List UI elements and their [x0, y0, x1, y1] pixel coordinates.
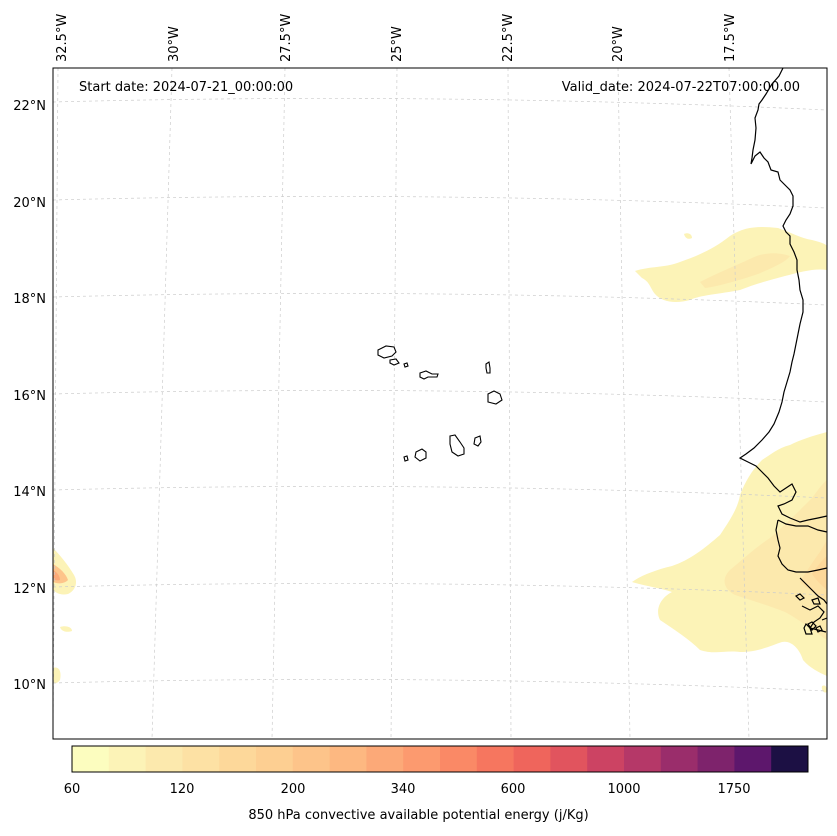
lat-label-10n: 10°N: [13, 678, 46, 693]
colorbar-segment: [108, 746, 147, 772]
graticule-lat-20: [52, 196, 828, 209]
colorbar-segment: [72, 746, 110, 772]
colorbar-segment: [440, 746, 478, 772]
graticule-lat-22: [52, 98, 828, 111]
lon-label-22-5w: 22.5°W: [501, 14, 516, 62]
map-frame: [52, 67, 828, 740]
colorbar-tick-200: 200: [281, 782, 306, 797]
colorbar: [71, 745, 809, 773]
colorbar-segment: [513, 746, 551, 772]
colorbar-segment: [734, 746, 772, 772]
island-santa-luzia: [403, 362, 409, 368]
colorbar-tick-1750: 1750: [717, 782, 750, 797]
colorbar-segment: [476, 746, 515, 772]
lon-label-17-5w: 17.5°W: [723, 14, 738, 62]
colorbar-segment: [550, 746, 588, 772]
colorbar-segment: [771, 746, 809, 772]
latitude-labels: 22°N 20°N 18°N 16°N 14°N 12°N 10°N: [13, 99, 46, 693]
cape-contour-west-bottom: [53, 667, 61, 684]
island-sal: [485, 361, 491, 374]
colorbar-tick-1000: 1000: [607, 782, 640, 797]
colorbar-segment: [587, 746, 625, 772]
coastline: [738, 67, 828, 635]
colorbar-segment: [182, 746, 220, 772]
colorbar-segment: [366, 746, 404, 772]
cape-contour-north-inner: [700, 253, 790, 288]
graticule-lon-17-5: [728, 67, 750, 740]
colorbar-segment: [697, 746, 735, 772]
coastline-gambia-guinea: [775, 519, 828, 635]
cape-field: [53, 226, 827, 693]
colorbar-segment: [660, 746, 699, 772]
colorbar-caption: 850 hPa convective available potential e…: [248, 808, 589, 823]
colorbar-segment: [624, 746, 662, 772]
start-date-label: Start date: 2024-07-21_00:00:00: [79, 80, 293, 95]
graticule-lon-20: [617, 67, 631, 740]
graticule-lat-16: [52, 390, 828, 403]
island-sao-vicente: [389, 358, 400, 366]
lon-label-32-5w: 32.5°W: [55, 14, 70, 62]
island-brava: [403, 455, 409, 462]
island-boa-vista: [487, 390, 503, 405]
cape-contour-south-blob: [716, 628, 730, 638]
graticule-lon-27-5: [271, 67, 286, 740]
colorbar-tick-60: 60: [64, 782, 81, 797]
graticule: [52, 67, 828, 740]
lon-label-20w: 20°W: [611, 26, 626, 62]
lon-label-30w: 30°W: [167, 26, 182, 62]
colorbar-border: [71, 745, 809, 773]
graticule-lon-22-5: [507, 67, 512, 740]
colorbar-tick-340: 340: [391, 782, 416, 797]
graticule-lat-12: [52, 583, 828, 596]
cape-verde-islands: [377, 345, 503, 462]
cape-contour-west-small: [60, 626, 72, 632]
coastline-africa-west: [738, 67, 828, 523]
colorbar-segment: [145, 746, 183, 772]
lat-label-18n: 18°N: [13, 292, 46, 307]
longitude-labels: 32.5°W 30°W 27.5°W 25°W 22.5°W 20°W 17.5…: [55, 14, 738, 62]
colorbar-segment: [403, 746, 441, 772]
colorbar-segment: [329, 746, 367, 772]
cape-contour-south-inner: [724, 480, 827, 640]
graticule-lat-10: [52, 679, 828, 692]
lat-label-22n: 22°N: [13, 99, 46, 114]
cape-contour-west-inner2: [53, 570, 60, 581]
graticule-lat-18: [52, 293, 828, 306]
colorbar-segment: [219, 746, 257, 772]
island-santo-antao: [377, 345, 397, 359]
lat-label-12n: 12°N: [13, 582, 46, 597]
lat-label-16n: 16°N: [13, 389, 46, 404]
colorbar-tick-600: 600: [501, 782, 526, 797]
colorbar-tick-120: 120: [170, 782, 195, 797]
graticule-lon-25: [390, 67, 398, 740]
colorbar-segment: [256, 746, 294, 772]
graticule-lon-30: [151, 67, 173, 740]
cape-contour-north-small: [684, 233, 692, 239]
coastline-bijagos: [794, 593, 823, 633]
colorbar-segment: [292, 746, 331, 772]
colorbar-tick-labels: 60 120 200 340 600 1000 1750: [64, 782, 751, 797]
cape-contour-south-inner3: [812, 556, 827, 590]
valid-date-label: Valid_date: 2024-07-22T07:00:00.00: [562, 80, 800, 95]
lon-label-25w: 25°W: [390, 26, 405, 62]
island-maio: [473, 435, 482, 447]
cape-contour-south: [632, 432, 827, 676]
lon-label-27-5w: 27.5°W: [279, 14, 294, 62]
island-santiago: [449, 434, 465, 457]
graticule-lon-32-5: [52, 67, 59, 740]
graticule-lat-14: [52, 486, 828, 499]
lat-label-14n: 14°N: [13, 485, 46, 500]
cape-contour-north: [635, 226, 827, 302]
island-sao-nicolau: [419, 370, 439, 380]
lat-label-20n: 20°N: [13, 196, 46, 211]
island-fogo: [414, 448, 427, 462]
